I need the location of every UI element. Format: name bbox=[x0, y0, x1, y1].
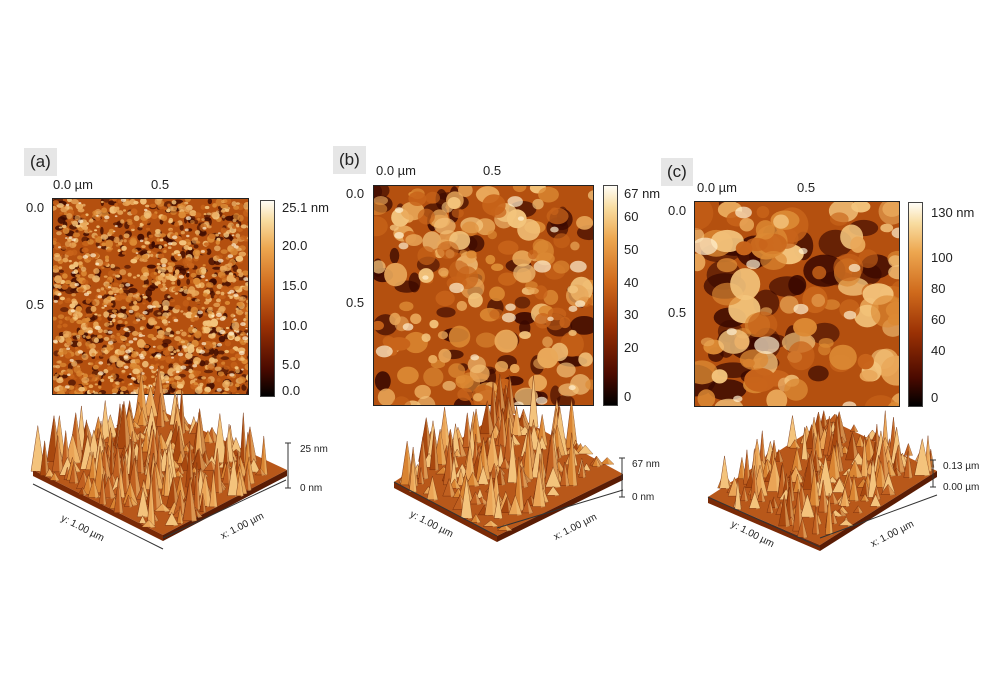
left-tick-0-5: 0.5 bbox=[26, 297, 45, 312]
z-scale-top: 0.13 µm bbox=[943, 461, 980, 472]
colorbar-tick: 60 bbox=[624, 209, 639, 224]
colorbar-tick: 130 nm bbox=[931, 205, 975, 220]
afm-height-map bbox=[52, 198, 249, 395]
colorbar-tick: 0.0 bbox=[282, 383, 301, 398]
colorbar-tick: 15.0 bbox=[282, 278, 308, 293]
colorbar-tick: 0 bbox=[624, 389, 632, 404]
top-tick-0-5: 0.5 bbox=[151, 177, 170, 192]
z-scale-top: 67 nm bbox=[632, 459, 660, 470]
colorbar-tick: 30 bbox=[624, 307, 639, 322]
colorbar-tick: 80 bbox=[931, 281, 946, 296]
panel-label: (c) bbox=[661, 158, 693, 186]
colorbar-tick: 5.0 bbox=[282, 357, 301, 372]
left-tick-0: 0.0 bbox=[26, 200, 45, 215]
colorbar-tick: 50 bbox=[624, 242, 639, 257]
left-tick-0: 0.0 bbox=[668, 203, 687, 218]
afm-height-map bbox=[373, 185, 594, 406]
colorbar-tick: 10.0 bbox=[282, 318, 308, 333]
top-tick-0-5: 0.5 bbox=[797, 180, 816, 195]
colorbar-tick: 100 bbox=[931, 250, 953, 265]
panel-label: (a) bbox=[24, 148, 57, 176]
height-colorbar bbox=[908, 202, 923, 407]
colorbar-tick: 20 bbox=[624, 340, 639, 355]
top-tick-0-5: 0.5 bbox=[483, 163, 502, 178]
z-scale-top: 25 nm bbox=[300, 444, 328, 455]
colorbar-tick: 20.0 bbox=[282, 238, 308, 253]
z-scale-bottom: 0.00 µm bbox=[943, 482, 980, 493]
height-colorbar bbox=[260, 200, 275, 397]
colorbar-tick: 0 bbox=[931, 390, 939, 405]
colorbar-tick: 25.1 nm bbox=[282, 200, 329, 215]
panel-label: (b) bbox=[333, 146, 366, 174]
left-tick-0-5: 0.5 bbox=[668, 305, 687, 320]
z-scale-bottom: 0 nm bbox=[300, 483, 323, 494]
z-scale-bottom: 0 nm bbox=[632, 492, 655, 503]
left-tick-0: 0.0 bbox=[346, 186, 365, 201]
colorbar-tick: 40 bbox=[624, 275, 639, 290]
height-colorbar bbox=[603, 185, 618, 406]
colorbar-tick: 60 bbox=[931, 312, 946, 327]
afm-height-map bbox=[694, 201, 900, 407]
top-tick-0: 0.0 µm bbox=[376, 163, 417, 178]
colorbar-tick: 67 nm bbox=[624, 186, 661, 201]
colorbar-tick: 40 bbox=[931, 343, 946, 358]
left-tick-0-5: 0.5 bbox=[346, 295, 365, 310]
top-tick-0: 0.0 µm bbox=[53, 177, 94, 192]
top-tick-0: 0.0 µm bbox=[697, 180, 738, 195]
